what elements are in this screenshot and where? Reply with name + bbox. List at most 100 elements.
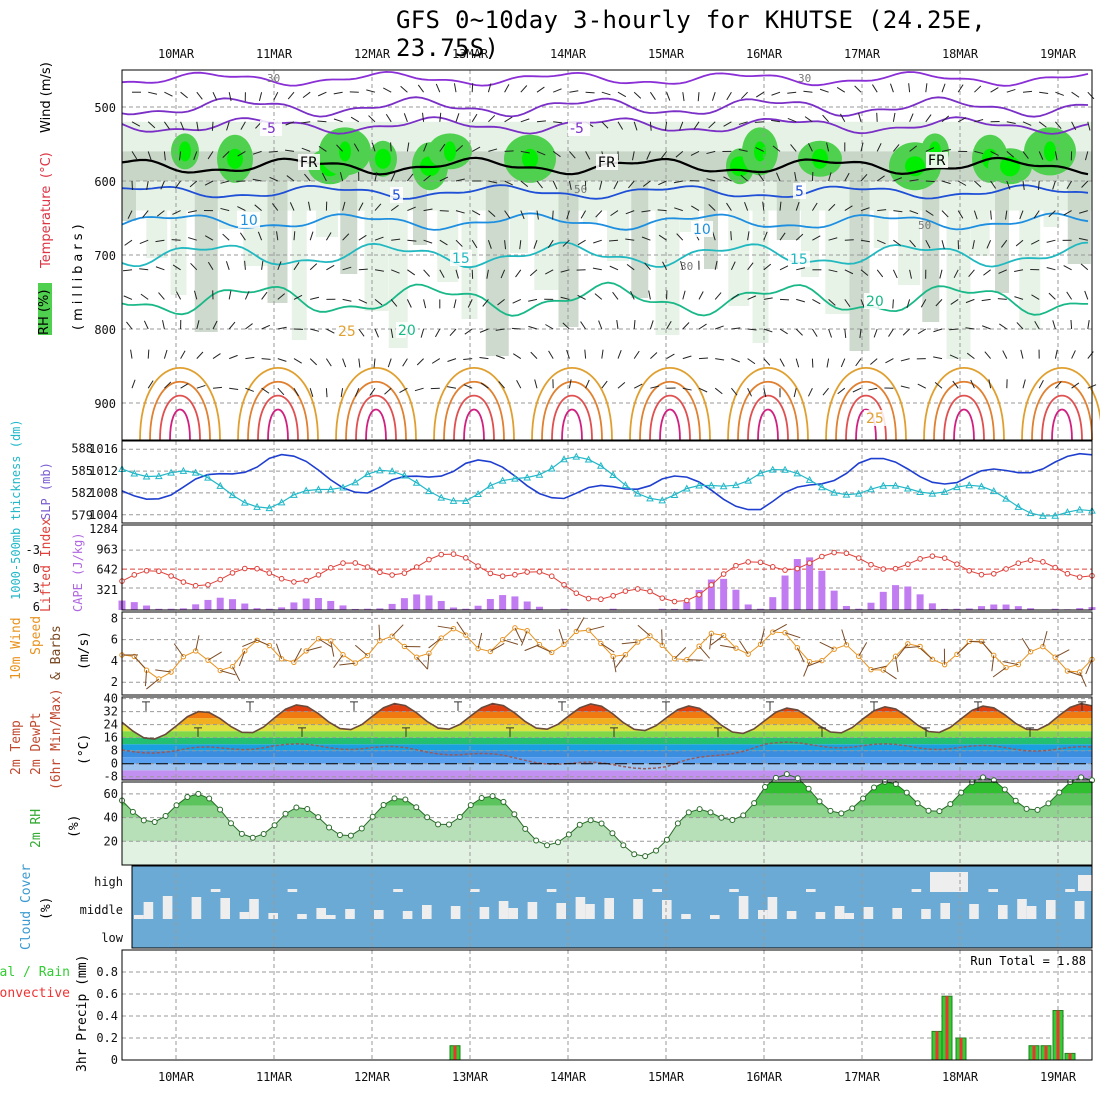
dewpt2m-label: 2m DewPt	[29, 712, 44, 775]
rh2m-point	[238, 830, 245, 837]
lifted-index-point	[966, 567, 973, 574]
temp-minmax-marker	[610, 727, 618, 737]
date-label-top: 14MAR	[550, 47, 587, 61]
cape-bar	[1002, 604, 1010, 610]
wind-barb	[974, 150, 984, 155]
contour-label-bg	[336, 323, 358, 339]
cape-bar	[1051, 608, 1059, 610]
wind-barb-10m	[232, 666, 241, 682]
temp-band	[122, 711, 1092, 719]
rh2m-point	[598, 820, 605, 827]
wind-barb	[261, 387, 270, 394]
wind-barb	[374, 328, 379, 338]
wind-barb	[795, 201, 800, 211]
wind-barb	[754, 121, 764, 123]
wind-barb	[1055, 381, 1062, 389]
wind-barb	[860, 142, 864, 152]
rh2m-point	[696, 806, 703, 813]
contour-label-5: 5	[392, 188, 401, 204]
contour-label-rh: 30	[680, 260, 693, 273]
wind-barb	[285, 149, 295, 152]
rh2m-point	[500, 798, 507, 805]
warm-isotherms	[139, 367, 1100, 441]
precip-conv-bar	[1056, 1010, 1060, 1060]
wind-barb	[819, 88, 829, 93]
warm-loop	[169, 408, 191, 441]
wind-barb	[706, 178, 716, 182]
warm-loop	[1051, 408, 1073, 441]
lifted-index-point	[143, 567, 150, 574]
wind-barb	[552, 180, 558, 190]
wind-barb	[407, 206, 416, 212]
wind-barb	[1048, 210, 1056, 218]
wind-barb-10m	[1054, 649, 1070, 658]
wind-barb	[277, 387, 285, 396]
wind-barb	[536, 180, 543, 189]
wind-barb	[909, 113, 914, 122]
lifted-index-point	[843, 550, 850, 557]
contour-label-bg	[396, 322, 418, 338]
wind-barb	[796, 267, 806, 271]
cape-bar	[364, 608, 372, 610]
wind-barb	[407, 239, 417, 242]
precip-conv-label: Convective	[0, 986, 70, 1001]
wind-barb	[909, 210, 919, 215]
pressure-tick: 600	[94, 175, 116, 189]
thickness-point	[621, 481, 630, 489]
wind10-label: 10m Wind	[9, 617, 24, 680]
wind-barb-10m	[920, 648, 933, 660]
wind-barb	[504, 240, 507, 250]
thickness-point	[412, 478, 421, 486]
thickness-point	[486, 481, 495, 489]
thickness-point	[609, 471, 617, 479]
wind-barb	[423, 239, 433, 244]
date-label-bottom: 15MAR	[648, 1070, 685, 1084]
wind-barb	[650, 352, 658, 359]
cloud-mid-bar	[1017, 899, 1027, 919]
wind-barb	[598, 320, 603, 330]
horizontal-grid	[122, 971, 1092, 1039]
wind-barb	[569, 90, 579, 93]
wind-barb	[906, 299, 911, 309]
wind-barb	[560, 296, 570, 300]
wind-barb	[925, 180, 935, 183]
wind-barb	[697, 92, 700, 102]
rh2m-point	[358, 825, 365, 832]
lifted-index-point	[573, 590, 580, 596]
temp-minmax-marker	[350, 701, 358, 711]
wind-barb	[497, 299, 505, 306]
rh2m-point	[162, 812, 169, 819]
wind-barb	[196, 384, 206, 389]
wind-barb	[1006, 121, 1016, 125]
rh2m-point	[271, 822, 278, 829]
lifted-index-point	[855, 555, 862, 561]
wind-barb	[261, 324, 271, 330]
rh-cell-core	[522, 148, 538, 169]
cloud-high-bar	[393, 889, 403, 892]
wind-barb	[488, 148, 498, 152]
wind-barb	[368, 115, 376, 123]
wind-barb	[616, 320, 619, 330]
rh2m-tick: 20	[104, 834, 118, 848]
wind-barb	[435, 83, 441, 93]
wind-barb	[204, 235, 214, 241]
cape-bar	[130, 602, 138, 610]
contour-label-10: 10	[693, 222, 711, 238]
cape-bar	[953, 608, 961, 610]
wind-barb	[984, 351, 991, 359]
lifted-index-point	[131, 572, 138, 578]
wind-barb	[560, 269, 570, 273]
cape-bar	[179, 608, 187, 610]
wind-barb	[196, 91, 203, 100]
wind-barb	[467, 299, 473, 308]
wind-barb	[301, 147, 311, 152]
wind-barb	[712, 231, 716, 241]
wind-barb	[779, 201, 782, 211]
rh2m-point	[783, 771, 790, 778]
cape-bar	[376, 608, 384, 610]
contour-label-bg	[596, 154, 618, 170]
wind-barb	[533, 240, 538, 249]
wind-barb	[893, 144, 900, 152]
thickness-point	[228, 491, 237, 499]
lifted-index-point	[180, 579, 187, 585]
